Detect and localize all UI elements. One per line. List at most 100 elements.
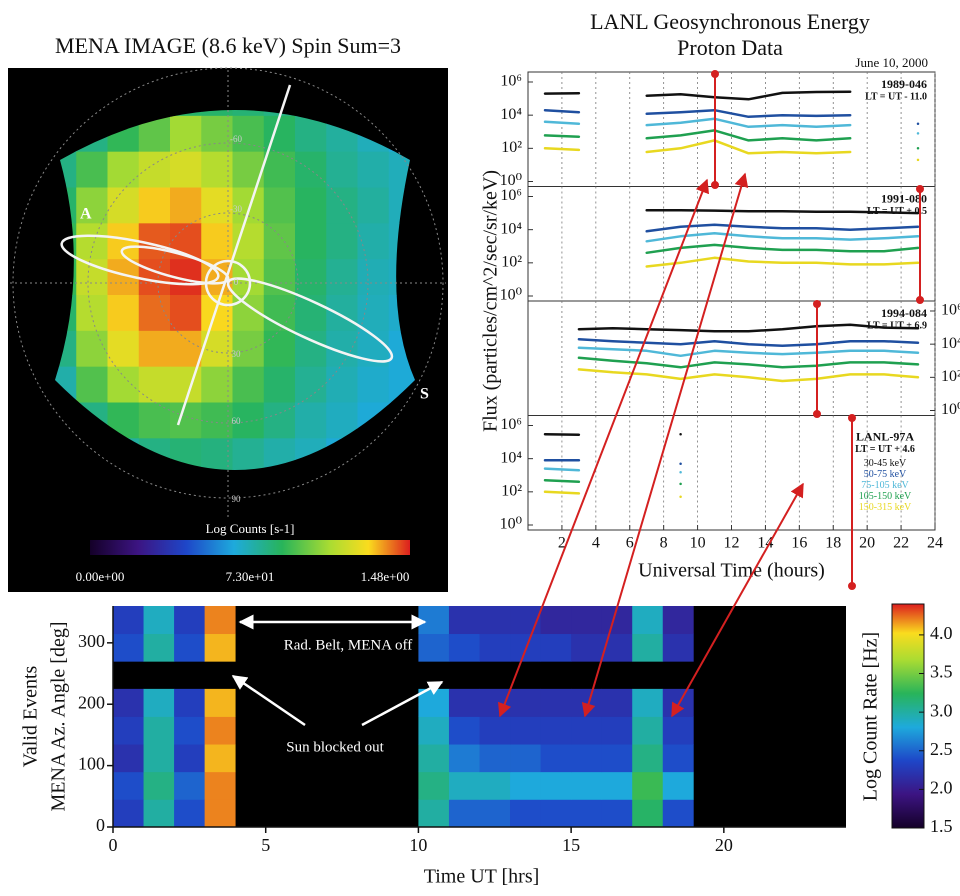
x-tick-label: 20 <box>715 835 733 855</box>
colorbar-tick-label: 1.48e+00 <box>361 569 410 584</box>
colorbar-tick-label: 1.5 <box>930 816 953 836</box>
image-cell <box>357 259 390 296</box>
image-cell <box>326 223 358 260</box>
y-tick-label: 10⁰ <box>500 516 522 533</box>
polar-grid <box>10 67 446 520</box>
heatmap-cell <box>448 771 480 800</box>
heatmap-cell <box>113 716 144 745</box>
colorbar-tick-label: 4.0 <box>930 623 953 643</box>
colorbar-tick-label: 0.00e+00 <box>76 569 125 584</box>
heatmap-cell <box>479 744 511 773</box>
heatmap-cell <box>418 633 450 662</box>
image-cell <box>138 330 171 368</box>
heatmap-cell <box>571 606 603 635</box>
flux-line <box>543 90 852 101</box>
image-cell <box>170 151 202 188</box>
heatmap-cell <box>448 744 480 773</box>
heatmap-cell <box>510 716 541 745</box>
heatmap-cell <box>479 716 511 745</box>
y-tick-label: 10⁴ <box>500 106 522 123</box>
heatmap-cell <box>174 716 206 745</box>
y-tick-label: 10² <box>501 254 522 271</box>
image-cell <box>138 402 171 439</box>
heatmap-cell <box>662 744 694 773</box>
heatmap-cell <box>571 633 603 662</box>
marker-label: A <box>80 206 92 223</box>
heatmap-cell <box>113 606 144 635</box>
colorbar-tick-label: 3.5 <box>930 662 953 682</box>
image-cell <box>295 259 327 296</box>
heatmap-cell <box>510 688 541 717</box>
polar-tick-label: -30 <box>230 204 242 214</box>
heatmap-cell <box>143 688 175 717</box>
flux-line <box>543 117 920 135</box>
heatmap-cell <box>540 771 572 800</box>
x-tick-label: 20 <box>859 535 875 552</box>
image-cell <box>357 366 390 403</box>
image-cell <box>263 330 296 368</box>
heatmap-cell <box>571 771 603 800</box>
heatmap-cell <box>571 744 603 773</box>
heatmap-cell <box>204 688 236 717</box>
image-cell <box>76 187 108 224</box>
heatmap-cell <box>510 799 541 828</box>
heatmap-cell <box>448 688 480 717</box>
image-cell <box>326 366 358 403</box>
heatmap-cell <box>632 688 664 717</box>
heatmap-cell <box>479 633 511 662</box>
y-tick-label: 200 <box>78 692 105 712</box>
heatmap-cell <box>113 799 144 828</box>
x-tick-label: 6 <box>626 535 634 552</box>
image-cell <box>232 187 265 224</box>
x-tick-label: 12 <box>724 535 740 552</box>
polar-tick-label: 90 <box>232 494 242 504</box>
heatmap-cell <box>448 799 480 828</box>
heatmap-cell <box>662 688 694 717</box>
event-markers <box>711 70 924 590</box>
y-axis-label: Valid Events <box>20 665 42 767</box>
heatmap-cell <box>540 716 572 745</box>
heatmap-cell <box>418 744 450 773</box>
heatmap-cell <box>601 771 633 800</box>
heatmap-cell <box>601 799 633 828</box>
lanl-title: Proton Data <box>677 35 783 60</box>
image-cell <box>263 223 296 260</box>
heatmap-cell <box>571 716 603 745</box>
x-axis-label: Time UT [hrs] <box>424 866 540 888</box>
image-cell <box>357 187 390 224</box>
image-cell <box>232 402 265 439</box>
image-cell <box>170 115 202 153</box>
y-tick-label: 10⁴ <box>500 449 522 466</box>
image-cell <box>357 295 390 332</box>
local-time-label: LT = UT + 0.5 <box>867 206 927 217</box>
image-cell <box>201 151 233 188</box>
polar-tick-label: 60 <box>232 416 242 426</box>
y-tick-label: 10⁰ <box>941 401 960 418</box>
satellite-label: LANL-97A <box>856 429 914 443</box>
heatmap-cell <box>418 771 450 800</box>
heatmap-cell <box>479 799 511 828</box>
heatmap-cell <box>204 606 236 635</box>
x-tick-label: 16 <box>791 535 807 552</box>
satellite-label: 1989-046 <box>881 77 927 91</box>
image-cell <box>170 402 202 439</box>
heatmap-cell <box>204 716 236 745</box>
heatmap-cell <box>540 744 572 773</box>
heatmap-cell <box>601 716 633 745</box>
image-cell <box>170 187 202 224</box>
colorbar <box>90 540 410 555</box>
satellite-label: 1994-084 <box>881 306 927 320</box>
image-cell <box>263 151 296 188</box>
heatmap-cell <box>143 771 175 800</box>
image-cell <box>76 366 108 403</box>
x-tick-label: 15 <box>562 835 580 855</box>
heatmap-cell <box>143 799 175 828</box>
heatmap-cell <box>601 688 633 717</box>
heatmap-cell <box>113 688 144 717</box>
heatmap-cell <box>418 716 450 745</box>
flux-line <box>543 129 920 150</box>
x-tick-label: 4 <box>592 535 600 552</box>
image-cell <box>201 438 233 470</box>
marker-label: S <box>420 386 429 403</box>
annotation: Rad. Belt, MENA off <box>284 637 412 653</box>
